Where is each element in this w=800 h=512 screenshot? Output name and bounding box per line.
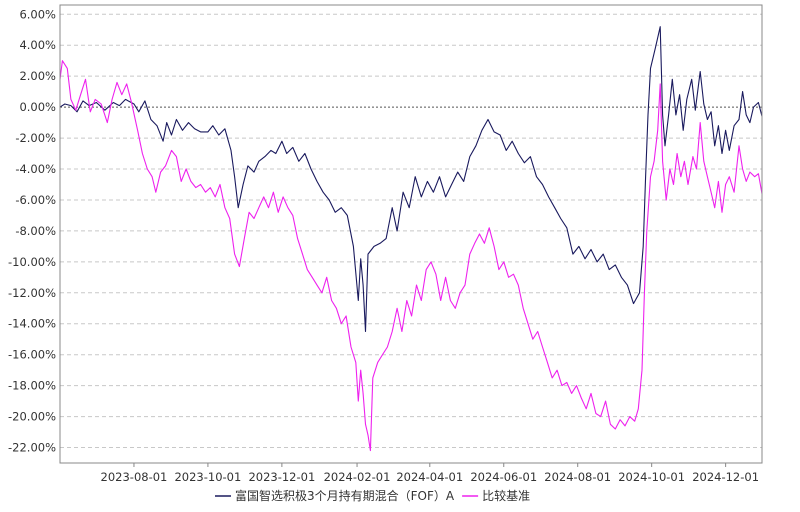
x-tick-label: 2023-10-01 — [174, 470, 241, 484]
y-tick-label: -12.00% — [8, 286, 56, 300]
y-tick-label: -16.00% — [8, 348, 56, 362]
y-tick-label: 0.00% — [19, 100, 56, 114]
legend: 富国智选积极3个月持有期混合（FOF）A 比较基准 — [215, 488, 530, 503]
x-tick-label: 2023-08-01 — [101, 470, 168, 484]
y-tick-label: 2.00% — [19, 69, 56, 83]
y-tick-label: -4.00% — [15, 162, 56, 176]
y-tick-label: -20.00% — [8, 410, 56, 424]
x-axis-tick-labels: 2023-08-01 2023-10-01 2023-12-01 2024-02-01… — [101, 463, 759, 484]
legend-label-2: 比较基准 — [482, 488, 530, 503]
series-lines — [59, 26, 763, 452]
y-tick-label: -10.00% — [8, 255, 56, 269]
x-tick-label: 2023-12-01 — [248, 470, 315, 484]
x-tick-label: 2024-06-01 — [470, 470, 537, 484]
y-axis-tick-labels: 6.00% 4.00% 2.00% 0.00% -2.00% -4.00% -6.00% -8… — [8, 7, 56, 454]
y-tick-label: -2.00% — [15, 131, 56, 145]
y-tick-label: -22.00% — [8, 441, 56, 455]
legend-label-1: 富国智选积极3个月持有期混合（FOF）A — [235, 488, 455, 503]
x-tick-label: 2024-10-01 — [618, 470, 685, 484]
series-line-2 — [59, 60, 763, 452]
y-tick-label: 6.00% — [19, 7, 56, 21]
y-tick-label: -6.00% — [15, 193, 56, 207]
series-line-1 — [59, 26, 763, 333]
x-tick-label: 2024-12-01 — [692, 470, 759, 484]
y-tick-label: -14.00% — [8, 317, 56, 331]
grid-lines — [60, 13, 762, 449]
x-tick-label: 2024-02-01 — [324, 470, 391, 484]
y-tick-label: -18.00% — [8, 379, 56, 393]
x-tick-label: 2024-08-01 — [544, 470, 611, 484]
y-tick-label: 4.00% — [19, 38, 56, 52]
x-tick-label: 2024-04-01 — [396, 470, 463, 484]
y-tick-label: -8.00% — [15, 224, 56, 238]
plot-area-frame — [59, 4, 763, 464]
